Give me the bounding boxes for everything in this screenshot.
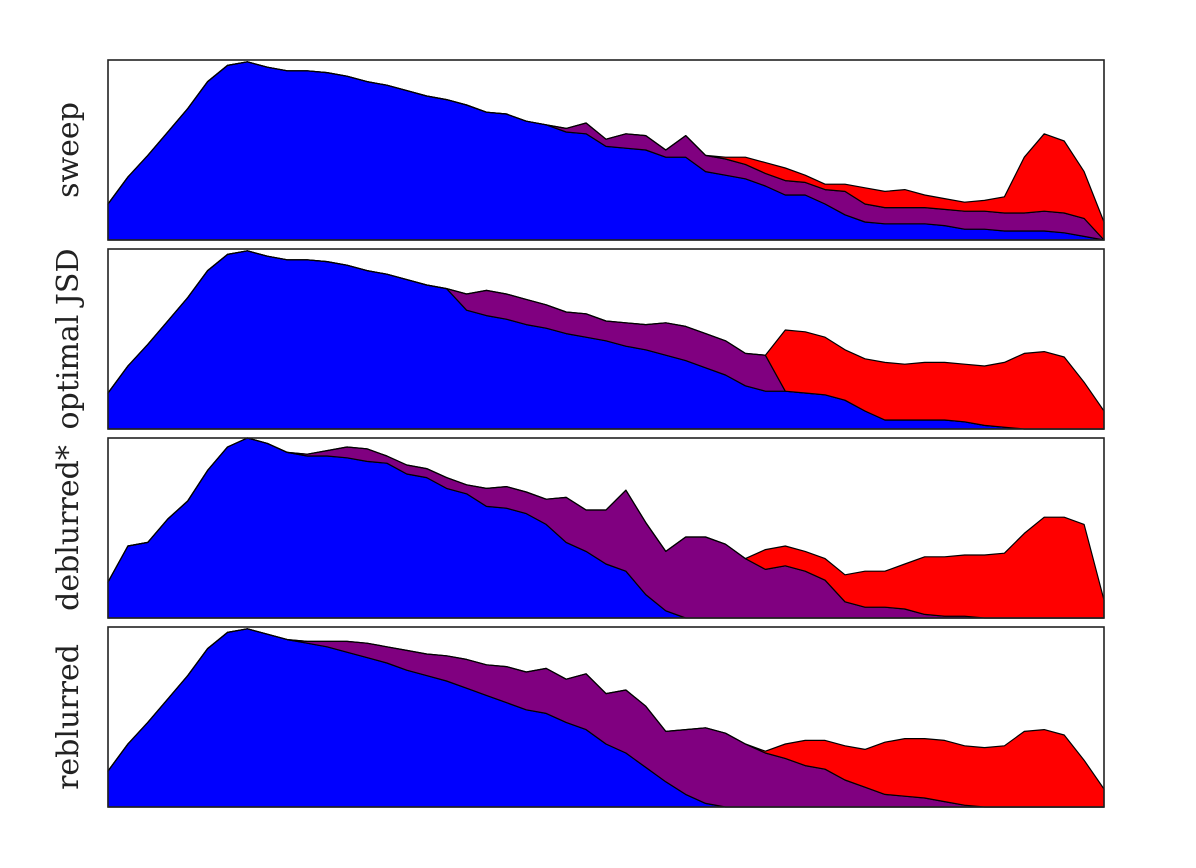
area-layers <box>107 628 1105 808</box>
area-layers <box>107 437 1105 619</box>
panel-sweep: sweep <box>51 59 1105 241</box>
panel-label-optimal-jsd: optimal JSD <box>51 248 86 429</box>
panel-frame <box>107 248 1105 430</box>
area-layers <box>107 250 1105 430</box>
panel-frame <box>107 626 1105 808</box>
area-layers <box>107 61 1105 241</box>
panel-label-sweep: sweep <box>51 102 86 198</box>
panel-reblurred: reblurred <box>51 626 1105 808</box>
panel-optimal-jsd: optimal JSD <box>51 248 1105 430</box>
panel-frame <box>107 437 1105 619</box>
panel-label-reblurred: reblurred <box>51 644 86 790</box>
panel-frame <box>107 59 1105 241</box>
panel-label-deblurred: deblurred* <box>51 445 86 611</box>
panel-deblurred: deblurred* <box>51 437 1105 619</box>
